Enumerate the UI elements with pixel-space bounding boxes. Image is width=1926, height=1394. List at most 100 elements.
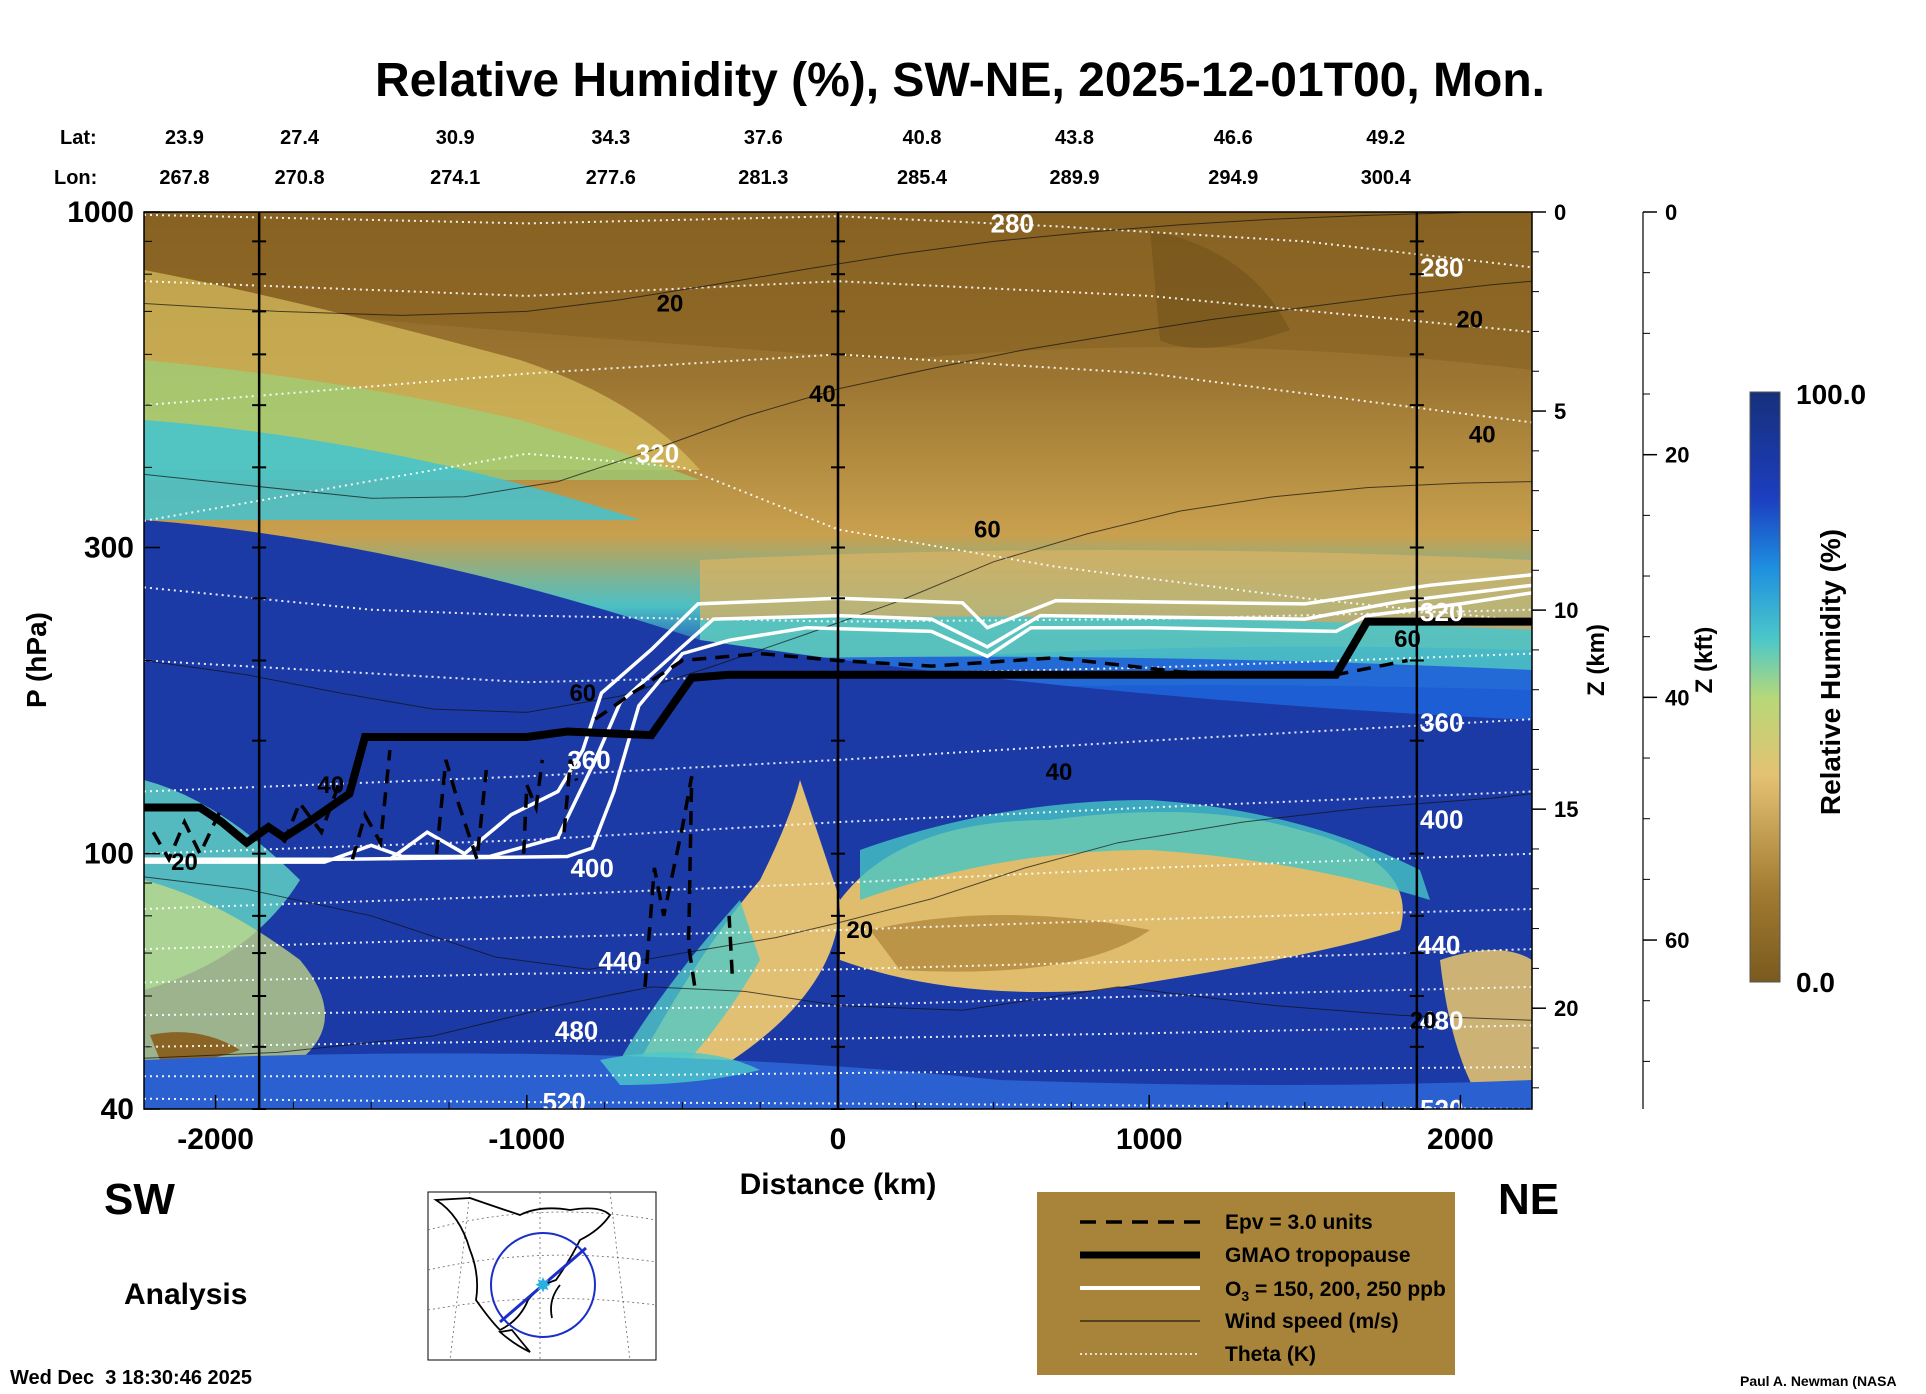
coastline [433,1197,612,1353]
lat-value: 40.8 [903,127,942,149]
y-axis-label: P (hPa) [21,612,52,708]
chart-title: Relative Humidity (%), SW-NE, 2025-12-01… [375,54,1545,107]
colorbar-label: Relative Humidity (%) [1815,529,1846,815]
lat-value: 37.6 [744,127,783,149]
credit: Paul A. Newman (NASA [1740,1373,1897,1389]
wind-label: 40 [809,381,836,408]
wind-label: 60 [974,517,1001,544]
z-km-tick-label: 0 [1554,200,1566,225]
theta-label: 480 [1420,1005,1463,1035]
lon-value: 270.8 [275,167,325,189]
theta-label: 440 [598,946,641,976]
wind-label: 20 [657,291,684,318]
section-lines [252,212,1424,1110]
y-tick-label: 100 [84,838,134,871]
legend: Epv = 3.0 units GMAO tropopause O3 = 150… [1037,1192,1455,1375]
x-tick-label: -1000 [488,1123,565,1156]
y-tick-label: 1000 [67,196,134,229]
lat-lon-row: 23.9 27.4 30.9 34.3 37.6 40.8 43.8 46.6 49.2 267.… [159,127,1411,189]
theta-label: 480 [555,1016,598,1046]
legend-theta: Theta (K) [1225,1343,1316,1366]
y-tick-label: 300 [84,532,134,565]
z-km-tick-label: 20 [1554,996,1578,1021]
ozone-contour [144,591,1532,862]
wind-label: 40 [1046,759,1073,786]
z-km-tick-label: 10 [1554,598,1578,623]
epv-contour [151,806,224,864]
inset-map: ✸ [427,1191,657,1361]
theta-contour-360 [144,718,1532,793]
lon-value: 294.9 [1208,167,1258,189]
center-star-icon: ✸ [535,1275,552,1297]
y-axis: 40 100 300 1000 [67,196,160,1126]
colorbar: 100.0 0.0 Relative Humidity (%) [1749,379,1866,998]
theta-label: 280 [1420,252,1463,282]
theta-label: 440 [1417,930,1460,960]
theta-label: 320 [636,439,679,469]
product-label: Analysis [124,1278,247,1311]
colorbar-max: 100.0 [1796,379,1866,410]
theta-label: 520 [542,1087,585,1117]
region-ne: NE [1498,1175,1559,1224]
ozone-contour [388,573,1532,861]
section-path [499,1246,587,1324]
x-axis-label: Distance (km) [740,1168,937,1201]
lat-value: 34.3 [591,127,630,149]
wind-contour [144,986,1532,1059]
lat-value: 49.2 [1366,127,1405,149]
y-tick-label: 40 [101,1093,134,1126]
z-kft-tick-label: 0 [1665,200,1677,225]
x-tick-label: 1000 [1116,1123,1183,1156]
theta-label: 400 [570,853,613,883]
z-kft-tick-label: 20 [1665,443,1689,468]
lon-value: 300.4 [1361,167,1412,189]
z-kft-tick-label: 60 [1665,928,1689,953]
epv-contour [727,915,734,974]
epv-contour [562,759,579,833]
theta-label: 360 [567,745,610,775]
legend-ozone: O3 = 150, 200, 250 ppb [1225,1278,1446,1304]
lat-value: 43.8 [1055,127,1094,149]
lat-value: 30.9 [436,127,475,149]
z-kft-tick-label: 40 [1665,685,1689,710]
wind-label: 60 [569,680,596,707]
theta-contour-280 [144,213,1532,269]
epv-contour [643,775,697,988]
epv-contour [434,759,489,860]
epv-contour [350,749,392,860]
epv-contour [521,759,545,854]
wind-contour [144,212,1461,316]
lon-value: 277.6 [586,167,636,189]
legend-wind: Wind speed (m/s) [1225,1310,1399,1333]
lon-value: 267.8 [159,167,209,189]
colorbar-min: 0.0 [1796,967,1835,998]
lon-value: 289.9 [1049,167,1099,189]
wind-label: 20 [1410,1007,1437,1034]
wind-label: 20 [1456,306,1483,333]
timestamp: Wed Dec 3 18:30:46 2025 [10,1367,252,1389]
lat-label: Lat: [60,127,97,149]
epv-contour [594,651,1408,721]
region-sw: SW [104,1175,175,1224]
lon-value: 274.1 [430,167,480,189]
contour-overlays [144,212,1532,1109]
legend-tropopause: GMAO tropopause [1225,1244,1411,1267]
wind-label: 20 [171,849,198,876]
legend-epv: Epv = 3.0 units [1225,1211,1373,1234]
lat-value: 23.9 [165,127,204,149]
z-km-label: Z (km) [1583,624,1610,696]
wind-label: 40 [317,772,344,799]
wind-label: 20 [846,917,873,944]
theta-label: 360 [1420,708,1463,738]
tropopause-line [144,617,1532,848]
wind-contour [144,280,1532,499]
theta-label: 280 [991,208,1034,238]
colorbar-gradient [1749,391,1781,983]
x-axis: -2000 -1000 0 1000 2000 [177,1095,1494,1156]
x-tick-label: 0 [830,1123,847,1156]
z-km-tick-label: 5 [1554,399,1566,424]
lon-value: 285.4 [897,167,948,189]
z-kft-axis: 0 20 40 60 [1642,200,1689,1109]
theta-contour-290 [144,280,1532,333]
